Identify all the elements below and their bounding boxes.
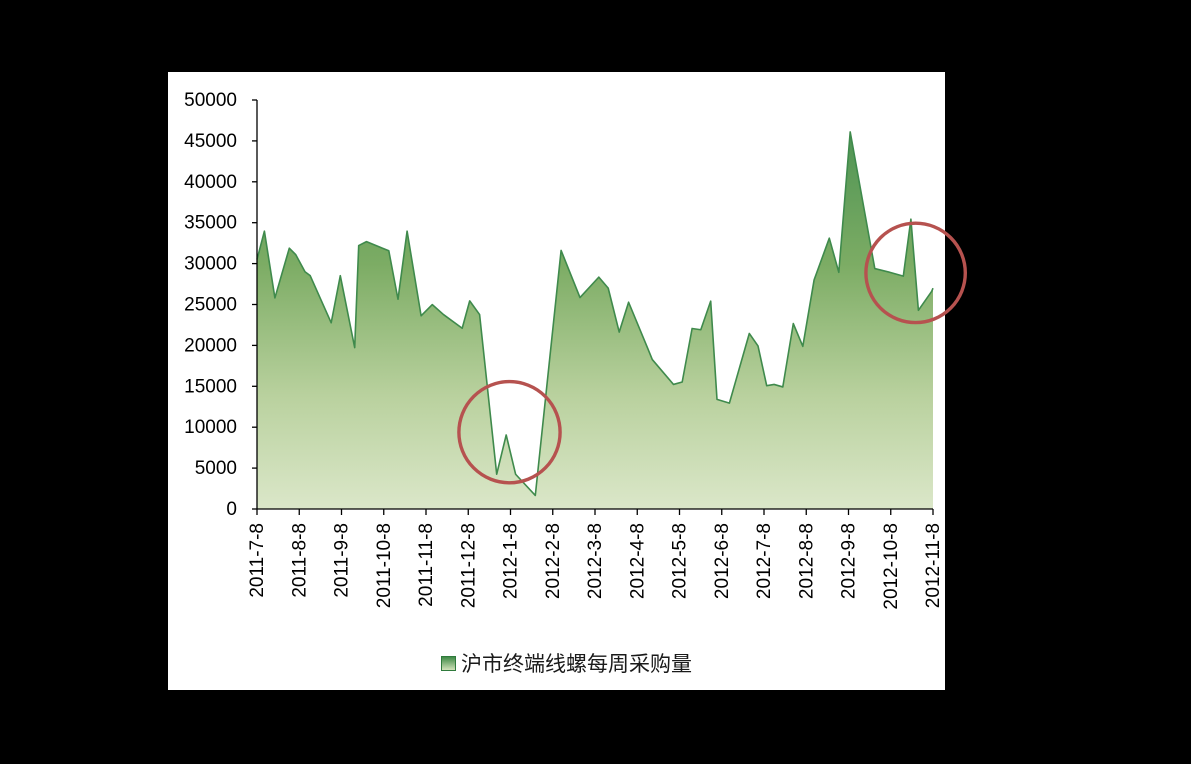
- svg-text:5000: 5000: [195, 458, 237, 479]
- svg-text:15000: 15000: [184, 376, 237, 397]
- svg-text:10000: 10000: [184, 417, 237, 438]
- svg-text:45000: 45000: [184, 131, 237, 152]
- svg-text:2011-7-8: 2011-7-8: [247, 523, 268, 598]
- svg-text:25000: 25000: [184, 295, 237, 316]
- svg-text:2012-9-8: 2012-9-8: [839, 523, 860, 599]
- svg-text:2012-4-8: 2012-4-8: [627, 523, 648, 599]
- svg-text:2012-10-8: 2012-10-8: [881, 523, 902, 610]
- svg-text:2011-8-8: 2011-8-8: [289, 523, 310, 598]
- svg-text:2011-10-8: 2011-10-8: [374, 523, 395, 608]
- svg-text:30000: 30000: [184, 254, 237, 275]
- svg-text:2012-11-8: 2012-11-8: [923, 523, 944, 608]
- svg-text:2011-12-8: 2011-12-8: [458, 523, 479, 608]
- svg-text:2012-1-8: 2012-1-8: [501, 523, 522, 599]
- svg-text:0: 0: [226, 499, 237, 520]
- svg-text:2012-3-8: 2012-3-8: [585, 523, 606, 599]
- svg-text:2011-9-8: 2011-9-8: [332, 523, 353, 598]
- svg-text:2012-8-8: 2012-8-8: [796, 523, 817, 599]
- svg-text:2012-5-8: 2012-5-8: [670, 523, 691, 599]
- svg-text:2012-7-8: 2012-7-8: [754, 523, 775, 599]
- svg-text:40000: 40000: [184, 172, 237, 193]
- svg-text:35000: 35000: [184, 213, 237, 234]
- svg-text:2012-6-8: 2012-6-8: [712, 523, 733, 599]
- svg-text:20000: 20000: [184, 335, 237, 356]
- svg-text:2011-11-8: 2011-11-8: [416, 523, 437, 607]
- svg-text:50000: 50000: [184, 90, 237, 111]
- svg-text:2012-2-8: 2012-2-8: [543, 523, 564, 599]
